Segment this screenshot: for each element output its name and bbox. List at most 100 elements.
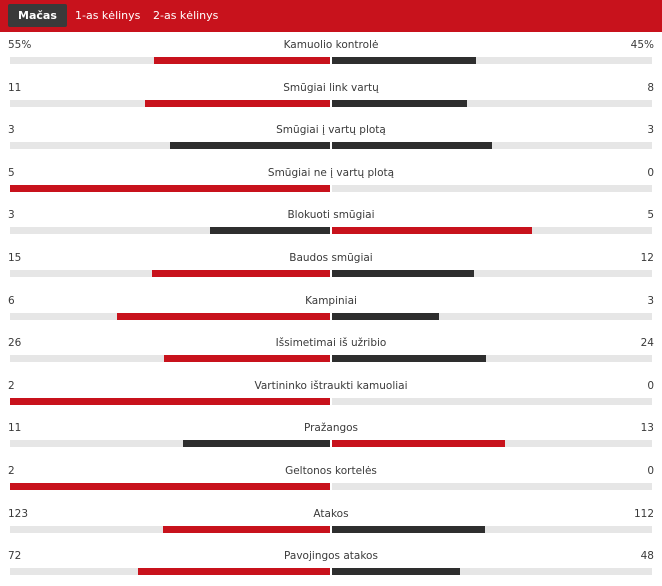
home-stat-bar bbox=[10, 184, 330, 192]
away-stat-bar bbox=[332, 312, 439, 320]
away-stat-bar-track bbox=[332, 312, 652, 320]
away-stat-value: 5 bbox=[647, 209, 654, 222]
stat-label: Kamuolio kontrolė bbox=[283, 39, 379, 51]
stat-row: 15 Baudos smūgiai 12 bbox=[0, 245, 662, 288]
home-stat-bar bbox=[162, 525, 330, 533]
home-stat-bar bbox=[210, 227, 330, 235]
home-stat-bar-track bbox=[10, 269, 330, 277]
stat-row: 11 Smūgiai link vartų 8 bbox=[0, 75, 662, 118]
home-stat-value: 55% bbox=[8, 39, 32, 51]
home-stat-bar bbox=[152, 269, 330, 277]
away-stat-bar-track bbox=[332, 568, 652, 576]
stat-label: Atakos bbox=[313, 507, 349, 520]
home-stat-bar-track bbox=[10, 227, 330, 235]
away-stat-bar bbox=[332, 227, 532, 235]
away-stat-bar bbox=[332, 440, 506, 448]
stat-label: Smūgiai link vartų bbox=[283, 81, 379, 94]
stat-label: Baudos smūgiai bbox=[289, 251, 373, 264]
stat-row: 55% Kamuolio kontrolė 45% bbox=[0, 32, 662, 75]
match-stats-list: 55% Kamuolio kontrolė 45% 11 Smūgiai link va… bbox=[0, 32, 662, 586]
home-stat-bar-track bbox=[10, 397, 330, 405]
home-stat-bar bbox=[144, 99, 330, 107]
away-stat-bar bbox=[332, 269, 475, 277]
stat-label: Pražangos bbox=[303, 422, 359, 435]
stat-label: Išsimetimai iš užribio bbox=[275, 337, 387, 350]
stat-row: 2 Geltonos kortelės 0 bbox=[0, 458, 662, 501]
home-stat-bar-track bbox=[10, 142, 330, 150]
away-stat-bar bbox=[332, 355, 486, 363]
home-stat-bar bbox=[116, 312, 330, 320]
away-stat-bar-track bbox=[332, 482, 652, 490]
away-stat-bar-track bbox=[332, 184, 652, 192]
tab-first-half[interactable]: 1-as kėlinys bbox=[75, 9, 141, 22]
away-stat-bar-track bbox=[332, 525, 652, 533]
stat-row: 11 Pražangos 13 bbox=[0, 415, 662, 458]
home-stat-value: 26 bbox=[8, 337, 22, 350]
away-stat-bar-track bbox=[332, 227, 652, 235]
away-stat-bar-track bbox=[332, 269, 652, 277]
away-stat-value: 0 bbox=[647, 464, 654, 477]
stat-label: Vartininko ištraukti kamuoliai bbox=[254, 379, 408, 392]
away-stat-value: 8 bbox=[647, 81, 654, 94]
away-stat-bar-track bbox=[332, 440, 652, 448]
home-stat-bar-track bbox=[10, 57, 330, 64]
away-stat-bar bbox=[332, 142, 492, 150]
stats-tab-bar: Mačas 1-as kėlinys 2-as kėlinys bbox=[0, 0, 662, 32]
away-stat-value: 112 bbox=[633, 507, 654, 520]
away-stat-value: 45% bbox=[630, 39, 654, 51]
stat-row: 72 Pavojingos atakos 48 bbox=[0, 543, 662, 586]
home-stat-bar bbox=[170, 142, 330, 150]
home-stat-bar bbox=[138, 568, 330, 576]
away-stat-value: 3 bbox=[647, 124, 654, 137]
home-stat-value: 2 bbox=[8, 379, 15, 392]
away-stat-value: 24 bbox=[640, 337, 654, 350]
home-stat-bar bbox=[10, 482, 330, 490]
away-stat-value: 12 bbox=[640, 251, 654, 264]
home-stat-value: 2 bbox=[8, 464, 15, 477]
home-stat-bar bbox=[183, 440, 330, 448]
home-stat-bar-track bbox=[10, 99, 330, 107]
home-stat-value: 11 bbox=[8, 81, 22, 94]
stat-label: Kampiniai bbox=[305, 294, 357, 307]
away-stat-bar-track bbox=[332, 142, 652, 150]
home-stat-bar bbox=[163, 355, 330, 363]
away-stat-value: 3 bbox=[647, 294, 654, 307]
away-stat-bar bbox=[332, 568, 460, 576]
home-stat-bar-track bbox=[10, 184, 330, 192]
away-stat-bar bbox=[332, 57, 476, 64]
away-stat-value: 13 bbox=[640, 422, 654, 435]
tab-second-half[interactable]: 2-as kėlinys bbox=[153, 9, 219, 22]
home-stat-bar-track bbox=[10, 355, 330, 363]
away-stat-value: 0 bbox=[647, 166, 654, 179]
away-stat-bar-track bbox=[332, 99, 652, 107]
home-stat-value: 15 bbox=[8, 251, 22, 264]
home-stat-value: 123 bbox=[8, 507, 29, 520]
stat-label: Smūgiai ne į vartų plotą bbox=[267, 166, 395, 179]
away-stat-bar-track bbox=[332, 397, 652, 405]
stat-row: 5 Smūgiai ne į vartų plotą 0 bbox=[0, 160, 662, 203]
home-stat-value: 5 bbox=[8, 166, 15, 179]
tab-match[interactable]: Mačas bbox=[8, 4, 67, 27]
home-stat-bar bbox=[10, 397, 330, 405]
away-stat-bar bbox=[332, 525, 485, 533]
away-stat-bar bbox=[332, 99, 467, 107]
away-stat-value: 0 bbox=[647, 379, 654, 392]
home-stat-bar-track bbox=[10, 525, 330, 533]
stat-row: 3 Smūgiai į vartų plotą 3 bbox=[0, 117, 662, 160]
home-stat-bar-track bbox=[10, 312, 330, 320]
away-stat-bar-track bbox=[332, 57, 652, 64]
home-stat-value: 6 bbox=[8, 294, 15, 307]
stat-row: 3 Blokuoti smūgiai 5 bbox=[0, 202, 662, 245]
stat-label: Geltonos kortelės bbox=[285, 464, 377, 477]
stat-row: 6 Kampiniai 3 bbox=[0, 288, 662, 331]
home-stat-value: 3 bbox=[8, 209, 15, 222]
home-stat-bar-track bbox=[10, 482, 330, 490]
stat-label: Blokuoti smūgiai bbox=[287, 209, 375, 222]
stat-row: 123 Atakos 112 bbox=[0, 501, 662, 544]
home-stat-value: 72 bbox=[8, 550, 22, 563]
stat-row: 26 Išsimetimai iš užribio 24 bbox=[0, 330, 662, 373]
stat-label: Smūgiai į vartų plotą bbox=[276, 124, 386, 137]
home-stat-bar-track bbox=[10, 568, 330, 576]
stat-label: Pavojingos atakos bbox=[284, 550, 378, 563]
stat-row: 2 Vartininko ištraukti kamuoliai 0 bbox=[0, 373, 662, 416]
